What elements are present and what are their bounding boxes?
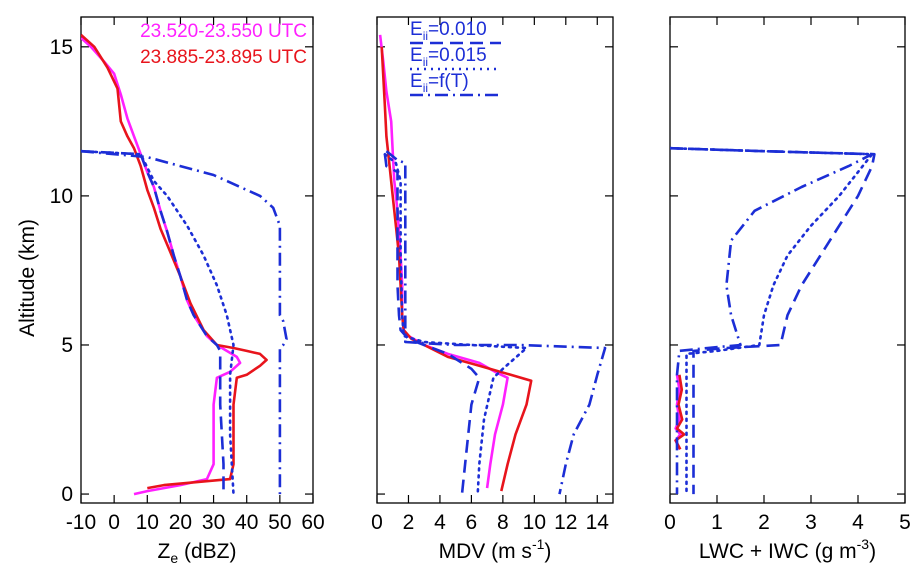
x-tick-label: 10: [136, 511, 159, 534]
x-tick-label: 8: [497, 511, 509, 534]
x-axis-label: MDV (m s-1): [439, 536, 552, 563]
plot-frame: [376, 16, 614, 504]
x-tick-label: 0: [108, 511, 120, 534]
y-axis-label: Altitude (km): [16, 219, 39, 337]
series-line-dashdot: [81, 149, 288, 495]
x-tick-label: 0: [664, 511, 676, 534]
x-tick-label: -10: [66, 511, 96, 534]
plot-frame: [80, 16, 314, 504]
x-tick-label: 4: [852, 511, 864, 534]
y-tick-label: 10: [50, 185, 73, 208]
x-tick-label: 1: [711, 511, 723, 534]
y-tick-label: 15: [50, 36, 73, 59]
legend-entry: Eii=0.010: [410, 19, 487, 43]
plot-frame: [669, 16, 906, 504]
legend-entry: Eii=f(T): [410, 71, 469, 95]
y-tick-label: 5: [61, 334, 73, 357]
legend-entry: Eii=0.015: [410, 45, 487, 69]
x-tick-label: 5: [899, 511, 911, 534]
x-tick-label: 0: [371, 511, 383, 534]
x-tick-label: 40: [235, 511, 258, 534]
series-line-dot: [81, 149, 235, 496]
x-tick-label: 60: [301, 511, 324, 534]
panel-water_content: 0 1 2 3 4 5 LWC + IWC (g m-3): [664, 16, 911, 563]
series-line-dash: [670, 146, 876, 495]
x-tick-label: 6: [466, 511, 478, 534]
series-line-dash: [81, 149, 225, 495]
x-tick-label: 4: [434, 511, 446, 534]
series-line-dash: [383, 154, 481, 495]
x-tick-label: 3: [805, 511, 817, 534]
x-axis-label: Ze (dBZ): [158, 540, 237, 566]
x-tick-label: 2: [758, 511, 770, 534]
series-line-23-520-23-550-UTC: [81, 36, 242, 496]
x-tick-label: 12: [554, 511, 577, 534]
x-tick-label: 50: [268, 511, 291, 534]
legend-entry: 23.520-23.550 UTC: [140, 21, 307, 42]
series-line-dot: [670, 146, 874, 496]
x-tick-label: 10: [523, 511, 546, 534]
y-tick-label: 0: [61, 483, 73, 506]
x-tick-label: 30: [202, 511, 225, 534]
legend-entry: 23.885-23.895 UTC: [140, 47, 307, 68]
series-line-dashdot: [385, 150, 607, 495]
x-tick-label: 14: [586, 511, 610, 534]
x-tick-label: 20: [169, 511, 192, 534]
panel-doppler_velocity: 0 2 4 6 8 10 12 14 MDV (m s-1) Eii=0.010Eii=0.015…: [371, 16, 614, 563]
series-line-23-885-23-895-UTC: [81, 33, 268, 490]
x-tick-label: 2: [403, 511, 415, 534]
panel-reflectivity: -10 0 10 20 30 40 50 60 0 5 10 15 Ze (dBZ) 23.520-23.…: [50, 16, 325, 566]
x-axis-label: LWC + IWC (g m-3): [699, 536, 876, 563]
series-line-dashdot: [670, 146, 874, 495]
